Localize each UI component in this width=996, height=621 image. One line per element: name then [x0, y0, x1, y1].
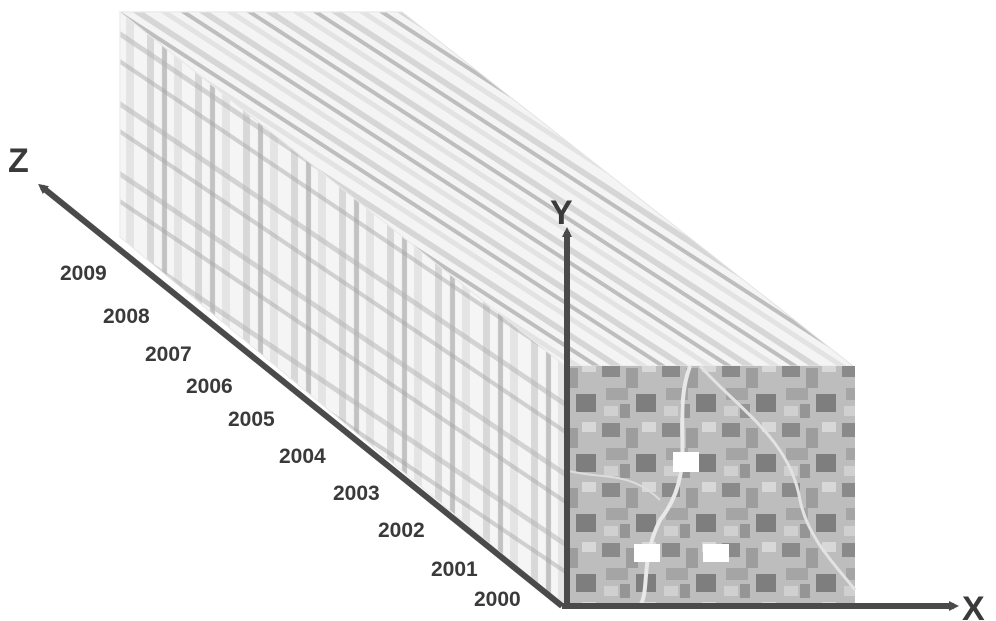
- year-label-2009: 2009: [60, 262, 107, 285]
- year-label-2003: 2003: [333, 482, 380, 505]
- year-label-2004: 2004: [279, 445, 326, 468]
- z-axis-line: [38, 183, 564, 609]
- cube-top-shade: [120, 12, 853, 366]
- year-label-2008: 2008: [103, 305, 150, 328]
- y-axis-label: Y: [550, 194, 573, 232]
- year-label-2000: 2000: [474, 588, 521, 611]
- x-axis-label: X: [962, 590, 985, 621]
- year-label-2002: 2002: [378, 519, 425, 542]
- year-label-2001: 2001: [431, 558, 478, 581]
- front-marker-2: [634, 544, 660, 562]
- cube-side-shade: [120, 12, 565, 606]
- front-marker-3: [703, 544, 729, 562]
- z-axis-label: Z: [8, 142, 29, 180]
- year-label-2005: 2005: [228, 408, 275, 431]
- cube-front-face: [564, 364, 857, 608]
- year-label-2006: 2006: [186, 375, 233, 398]
- front-marker-1: [673, 452, 699, 472]
- year-label-2007: 2007: [145, 343, 192, 366]
